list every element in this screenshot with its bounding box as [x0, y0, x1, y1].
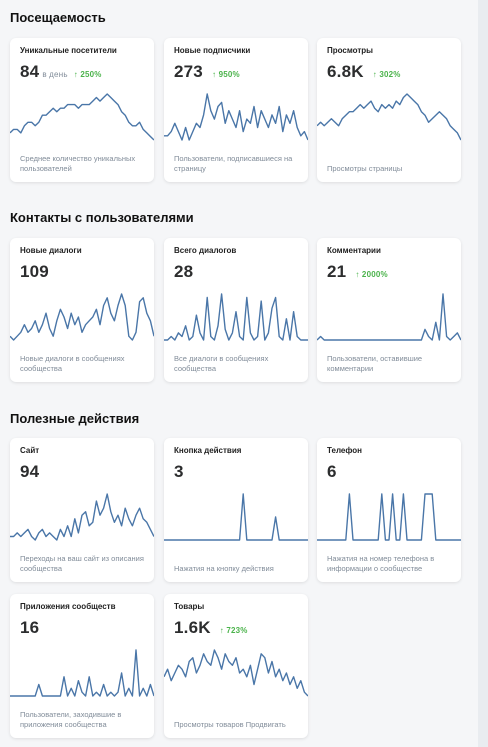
card-description: Просмотры страницы — [327, 164, 403, 173]
card-description: Пользователи, заходившие в приложения со… — [20, 710, 122, 729]
card-change: ↑ 950% — [211, 70, 240, 79]
stat-card-community-apps[interactable]: Приложения сообществ 16 Пользователи, за… — [10, 594, 154, 738]
card-value: 21 ↑ 2000% — [327, 262, 388, 281]
sparkline-chart — [10, 493, 154, 541]
card-value: 6.8K ↑ 302% — [327, 62, 401, 81]
card-title: Просмотры — [327, 46, 374, 55]
card-value: 84 в день ↑ 250% — [20, 62, 102, 81]
card-title: Сайт — [20, 446, 40, 455]
stat-card-site[interactable]: Сайт 94 Переходы на ваш сайт из описания… — [10, 438, 154, 582]
card-value: 3 — [174, 462, 184, 481]
card-description: Среднее количество уникальных пользовате… — [20, 154, 136, 173]
card-change: ↑ 2000% — [355, 270, 388, 279]
sparkline-chart — [317, 493, 461, 541]
card-value: 273 ↑ 950% — [174, 62, 240, 81]
sparkline-series — [10, 293, 154, 341]
card-change: ↑ 302% — [372, 70, 401, 79]
card-description: Нажатия на номер телефона в информации о… — [327, 554, 435, 573]
card-title: Товары — [174, 602, 205, 611]
sparkline-series — [10, 93, 154, 141]
sparkline-chart — [10, 93, 154, 141]
card-value: 1.6K ↑ 723% — [174, 618, 248, 637]
card-value: 28 — [174, 262, 194, 281]
section-title-contacts: Контакты с пользователями — [10, 210, 194, 225]
stat-card-goods[interactable]: Товары 1.6K ↑ 723% Просмотры товаров Прод… — [164, 594, 308, 738]
card-title: Новые подписчики — [174, 46, 251, 55]
sparkline-chart — [317, 93, 461, 141]
sparkline-series — [164, 649, 308, 697]
scrollbar-track[interactable] — [478, 0, 488, 747]
card-description: Просмотры товаров Продвигать — [174, 720, 286, 729]
card-title: Уникальные посетители — [20, 46, 117, 55]
sparkline-chart — [317, 293, 461, 341]
card-title: Приложения сообществ — [20, 602, 116, 611]
sparkline-chart — [10, 293, 154, 341]
card-description: Пользователи, оставившие комментарии — [327, 354, 423, 373]
section-title-attendance: Посещаемость — [10, 10, 106, 25]
card-unit: в день — [42, 70, 68, 79]
sparkline-chart — [164, 493, 308, 541]
card-title: Всего диалогов — [174, 246, 237, 255]
card-description: Все диалоги в сообщениях сообщества — [174, 354, 269, 373]
sparkline-chart — [10, 649, 154, 697]
sparkline-chart — [164, 649, 308, 697]
section-title-useful-actions: Полезные действия — [10, 411, 140, 426]
stat-card-phone[interactable]: Телефон 6 Нажатия на номер телефона в ин… — [317, 438, 461, 582]
card-value: 94 — [20, 462, 40, 481]
card-value: 6 — [327, 462, 337, 481]
stat-card-new-subscribers[interactable]: Новые подписчики 273 ↑ 950% Пользователи,… — [164, 38, 308, 182]
sparkline-series — [10, 649, 154, 697]
stat-card-views[interactable]: Просмотры 6.8K ↑ 302% Просмотры страницы — [317, 38, 461, 182]
sparkline-series — [164, 493, 308, 541]
sparkline-chart — [164, 93, 308, 141]
stat-card-new-dialogs[interactable]: Новые диалоги 109 Новые диалоги в сообще… — [10, 238, 154, 382]
stat-card-comments[interactable]: Комментарии 21 ↑ 2000% Пользователи, оста… — [317, 238, 461, 382]
card-description: Нажатия на кнопку действия — [174, 564, 274, 573]
card-description: Переходы на ваш сайт из описания сообщес… — [20, 554, 144, 573]
card-change: ↑ 723% — [219, 626, 248, 635]
card-description: Пользователи, подписавшиеся на страницу — [174, 154, 293, 173]
sparkline-series — [164, 93, 308, 141]
card-title: Комментарии — [327, 246, 381, 255]
sparkline-series — [317, 493, 461, 541]
card-title: Телефон — [327, 446, 362, 455]
card-description: Новые диалоги в сообщениях сообщества — [20, 354, 125, 373]
card-change: ↑ 250% — [73, 70, 102, 79]
sparkline-series — [317, 93, 461, 141]
sparkline-series — [317, 293, 461, 341]
stat-card-action-button[interactable]: Кнопка действия 3 Нажатия на кнопку дейс… — [164, 438, 308, 582]
sparkline-chart — [164, 293, 308, 341]
card-value: 109 — [20, 262, 49, 281]
sparkline-series — [10, 493, 154, 541]
sparkline-series — [164, 293, 308, 341]
card-value: 16 — [20, 618, 40, 637]
stat-card-unique-visitors[interactable]: Уникальные посетители 84 в день ↑ 250% Сре… — [10, 38, 154, 182]
card-title: Новые диалоги — [20, 246, 82, 255]
stat-card-total-dialogs[interactable]: Всего диалогов 28 Все диалоги в сообщени… — [164, 238, 308, 382]
card-title: Кнопка действия — [174, 446, 242, 455]
